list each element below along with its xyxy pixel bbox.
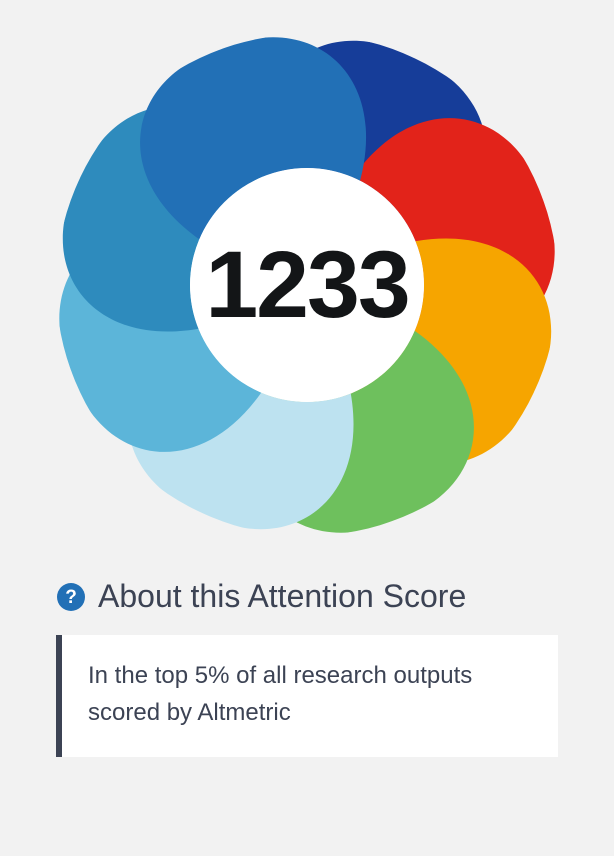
attention-donut: 1233 [56,34,558,536]
donut-svg [56,34,558,536]
attention-note-text: In the top 5% of all research outputs sc… [88,657,532,731]
svg-text:?: ? [65,587,77,608]
help-icon[interactable]: ? [56,582,86,612]
attention-note: In the top 5% of all research outputs sc… [56,635,558,757]
about-heading-row: ? About this Attention Score [56,578,558,615]
about-heading: About this Attention Score [98,578,466,615]
